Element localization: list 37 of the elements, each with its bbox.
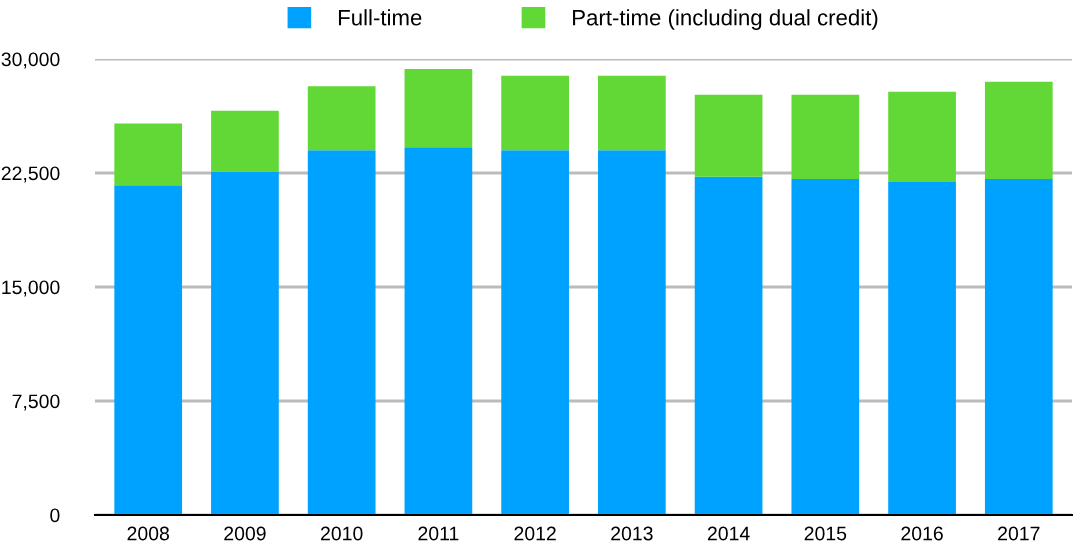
x-tick-label: 2015: [804, 526, 847, 541]
x-tick-label: 2012: [514, 526, 556, 541]
x-tick-label: 2010: [321, 526, 363, 541]
bar: [404, 147, 473, 515]
bar: [888, 182, 956, 515]
bar: [694, 94, 763, 177]
bar: [501, 150, 569, 515]
x-tick-label: 2013: [611, 526, 653, 541]
x-tick-label: 2008: [127, 526, 169, 541]
bar: [888, 91, 956, 183]
bar: [598, 150, 666, 515]
bar: [211, 171, 279, 515]
bar: [404, 68, 473, 148]
bar: [501, 75, 569, 151]
y-tick-label: 15,000: [2, 280, 60, 297]
bar: [791, 94, 860, 180]
x-tick-label: 2016: [901, 526, 943, 541]
bar: [211, 110, 279, 172]
bar: [598, 75, 666, 151]
y-tick-label: 22,500: [1, 166, 60, 183]
y-tick-label: 0: [50, 508, 60, 523]
legend-label: Part-time (including dual credit): [573, 9, 878, 30]
x-tick-label: 2014: [707, 526, 750, 541]
bar: [114, 185, 183, 515]
bar: [307, 150, 376, 515]
x-tick-label: 2011: [418, 526, 459, 541]
bar: [114, 123, 183, 186]
bar: [791, 179, 860, 515]
bar: [694, 176, 763, 515]
y-tick-label: 7,500: [12, 394, 60, 411]
x-tick-label: 2017: [998, 526, 1040, 541]
bar: [984, 179, 1053, 515]
legend-label: Full-time: [338, 9, 422, 26]
x-tick-label: 2009: [224, 526, 266, 541]
bar: [307, 86, 376, 151]
bar: [984, 81, 1053, 180]
y-tick-label: 30,000: [1, 52, 60, 69]
